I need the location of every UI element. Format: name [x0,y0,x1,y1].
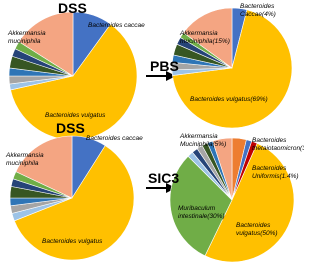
slice-label: Bacteroides vulgatus [45,112,106,119]
slice-label: Bacteroides caccae [86,135,143,142]
slice-label: Akkermansia muciniphila(15%) [180,30,230,45]
slice-label: Akkermansia Muciniphila(5%) [180,133,227,148]
slice-label: Bacteroides caccae [88,22,145,29]
chart [8,7,295,263]
slice-label: Bacteroides vulgatus [42,238,103,245]
treatment-label: PBS [150,58,179,74]
pie-slice [18,11,74,77]
slice-label: Muribaculum intestinale(30%) [178,205,225,220]
slice-label: Akkermansia muciniphila [6,152,44,167]
chart-title: DSS [56,120,85,136]
pie-slice [13,145,135,261]
treatment-label: SIC3 [148,170,180,186]
pie-slice [172,9,293,129]
chart-title: DSS [58,0,87,16]
pie-slice [204,142,295,263]
pie-slice [183,7,233,69]
pie-slice [212,137,233,201]
slice-label: Akkermansia muciniphila [8,30,46,45]
arrow [146,71,176,81]
pie-slice [15,135,73,199]
slice-label: Bacteroides Uniformis(1.4%) [252,165,299,180]
slice-label: Bacteroides vulgatus(69%) [190,96,268,103]
pie-slice [10,23,138,141]
figure: Bacteroides caccae Bacteroides vulgatus Ak… [6,0,304,263]
pie-slice [169,155,233,257]
slice-label: Bacteroides vulgatus(50%) [236,222,278,237]
slice-label: Bacteroides Caccae(4%) [240,3,276,18]
slice-label: Bacteroides thetaiotaomicron(3.7%) [252,137,304,152]
